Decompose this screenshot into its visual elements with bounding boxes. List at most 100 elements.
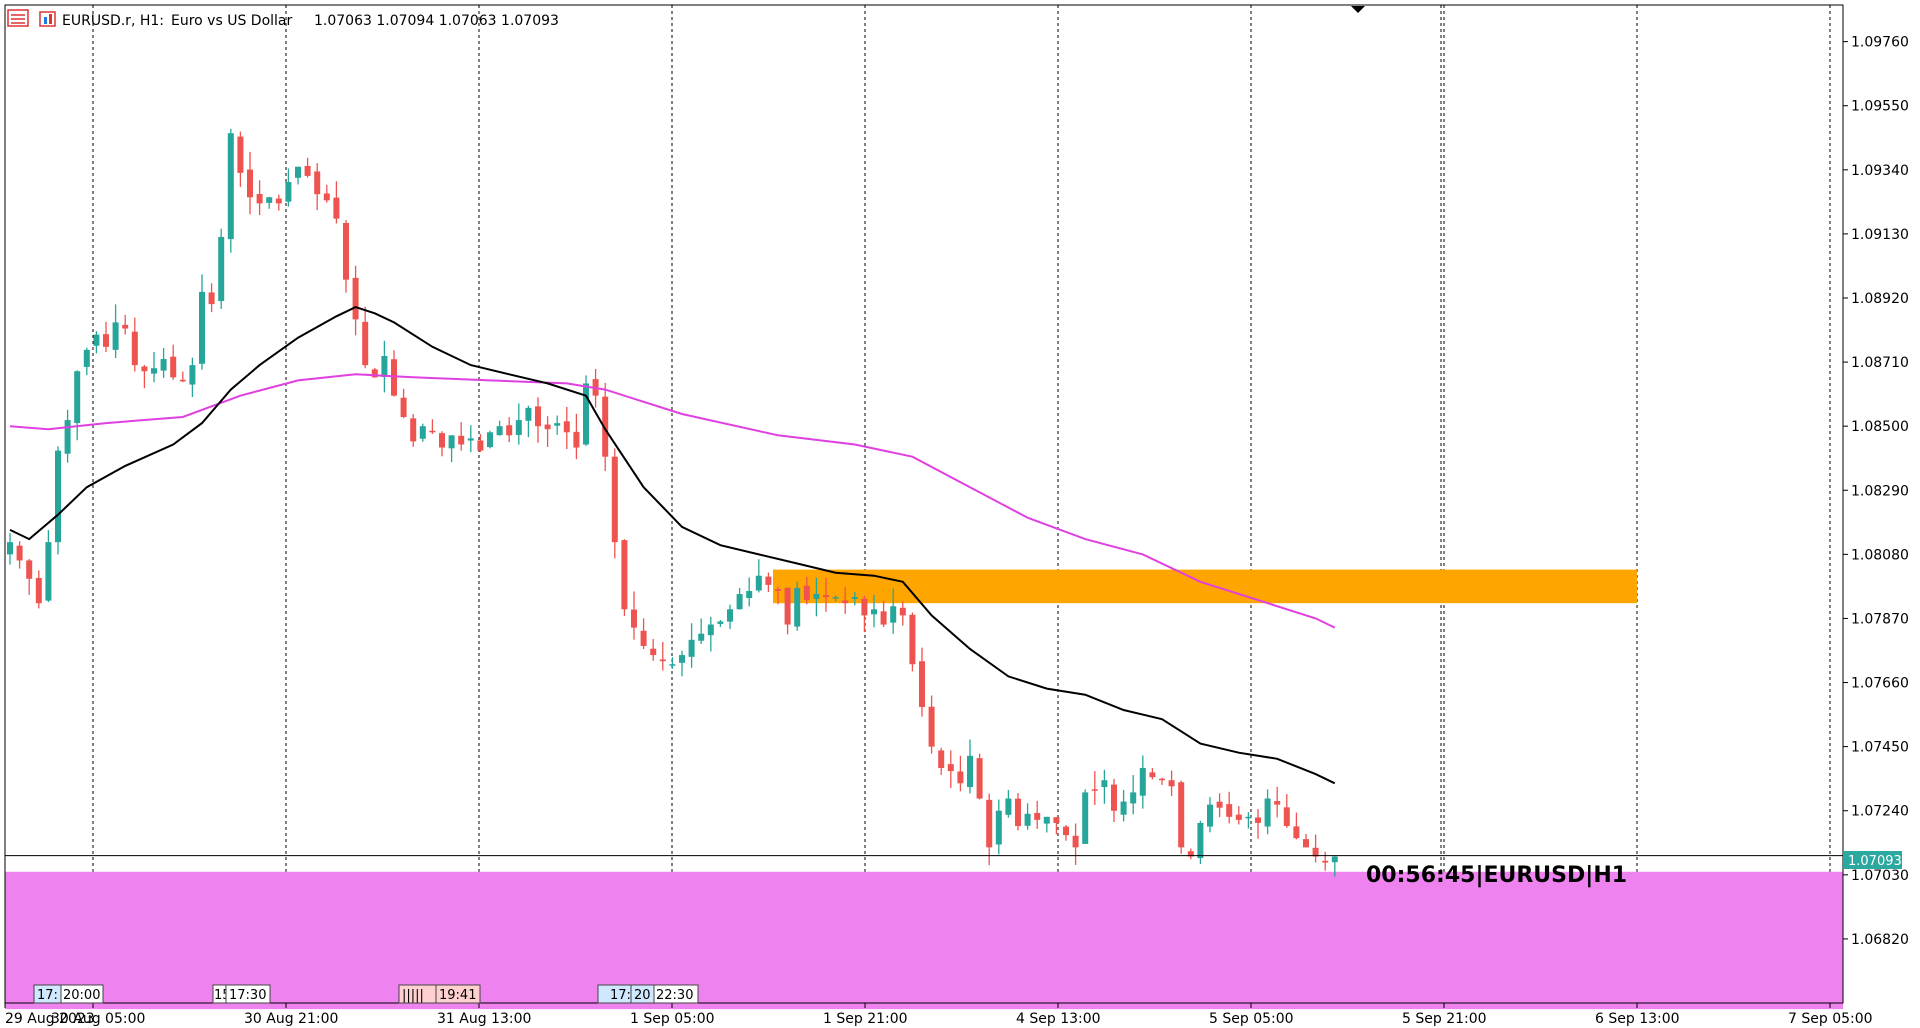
- candle[interactable]: [381, 340, 388, 393]
- candle[interactable]: [295, 166, 301, 185]
- candle[interactable]: [112, 304, 119, 359]
- candle[interactable]: [573, 413, 580, 460]
- candle[interactable]: [813, 577, 820, 617]
- candle[interactable]: [938, 747, 945, 775]
- candle[interactable]: [832, 595, 839, 602]
- candle[interactable]: [851, 592, 858, 606]
- candle[interactable]: [1178, 780, 1185, 854]
- candle[interactable]: [928, 695, 935, 754]
- candle[interactable]: [93, 331, 100, 354]
- candle[interactable]: [1072, 823, 1079, 865]
- candle[interactable]: [1159, 777, 1165, 785]
- candle[interactable]: [333, 181, 340, 224]
- event-badge[interactable]: 20:00: [60, 984, 104, 1004]
- candle[interactable]: [1034, 800, 1041, 829]
- candle[interactable]: [285, 168, 292, 207]
- candle[interactable]: [7, 533, 13, 565]
- candle[interactable]: [247, 151, 253, 215]
- candle[interactable]: [1091, 771, 1098, 805]
- candle[interactable]: [64, 409, 71, 463]
- candle[interactable]: [669, 657, 676, 669]
- candle[interactable]: [1168, 770, 1175, 796]
- candle[interactable]: [1207, 797, 1213, 833]
- candle[interactable]: [890, 588, 897, 634]
- candle[interactable]: [1053, 817, 1060, 835]
- candle[interactable]: [323, 184, 330, 203]
- event-badge[interactable]: 17:: [597, 984, 633, 1004]
- candle[interactable]: [535, 397, 541, 443]
- candle[interactable]: [621, 539, 628, 617]
- candle[interactable]: [199, 274, 205, 370]
- candle[interactable]: [659, 641, 666, 671]
- candle[interactable]: [419, 423, 426, 442]
- candle[interactable]: [227, 128, 234, 253]
- candle[interactable]: [698, 618, 705, 645]
- candle[interactable]: [1216, 793, 1223, 818]
- candle[interactable]: [45, 530, 52, 603]
- candle[interactable]: [189, 357, 196, 398]
- candle[interactable]: [1322, 851, 1329, 871]
- candle[interactable]: [275, 194, 282, 211]
- candle[interactable]: [400, 388, 407, 419]
- candle[interactable]: [775, 586, 781, 605]
- candle[interactable]: [986, 793, 993, 866]
- candle[interactable]: [1303, 833, 1309, 848]
- candle[interactable]: [1264, 789, 1271, 835]
- candle[interactable]: [842, 587, 849, 614]
- candle[interactable]: [947, 750, 954, 788]
- candle[interactable]: [717, 619, 724, 627]
- candle[interactable]: [1005, 790, 1012, 818]
- candle[interactable]: [765, 572, 772, 593]
- candle[interactable]: [151, 351, 157, 383]
- candle[interactable]: [967, 739, 973, 794]
- candle[interactable]: [391, 350, 397, 397]
- candle[interactable]: [544, 416, 551, 447]
- event-badge[interactable]: 19:41: [435, 984, 481, 1004]
- candle[interactable]: [1197, 820, 1204, 865]
- candle[interactable]: [1130, 775, 1137, 815]
- menu-icon[interactable]: [7, 9, 29, 27]
- event-badge[interactable]: 20: [630, 984, 656, 1004]
- candle[interactable]: [640, 618, 647, 650]
- candle[interactable]: [179, 371, 186, 383]
- candle[interactable]: [707, 616, 714, 652]
- candle[interactable]: [343, 220, 349, 293]
- candle[interactable]: [515, 403, 522, 445]
- candle[interactable]: [861, 595, 868, 633]
- candle[interactable]: [736, 587, 743, 610]
- candle[interactable]: [1111, 778, 1117, 822]
- candle[interactable]: [679, 650, 685, 677]
- candle[interactable]: [1139, 755, 1146, 809]
- candle[interactable]: [803, 576, 810, 605]
- candle[interactable]: [458, 422, 465, 451]
- candle[interactable]: [755, 559, 762, 593]
- candle[interactable]: [1293, 812, 1300, 840]
- candle[interactable]: [871, 594, 877, 628]
- candle[interactable]: [919, 647, 925, 717]
- candle[interactable]: [1043, 816, 1050, 833]
- candle[interactable]: [957, 755, 964, 792]
- event-badge[interactable]: |||||: [398, 984, 438, 1004]
- candle[interactable]: [439, 431, 445, 457]
- candle[interactable]: [650, 639, 657, 661]
- chart-shift-marker-icon[interactable]: [1351, 6, 1365, 13]
- candle[interactable]: [1082, 789, 1089, 844]
- candle[interactable]: [410, 414, 417, 447]
- candle[interactable]: [448, 435, 455, 463]
- candle[interactable]: [304, 157, 311, 178]
- candle[interactable]: [141, 365, 148, 389]
- candle[interactable]: [16, 541, 23, 569]
- candle[interactable]: [160, 347, 167, 378]
- event-badge[interactable]: 22:30: [653, 984, 699, 1004]
- candle[interactable]: [1255, 809, 1261, 839]
- candle[interactable]: [352, 265, 359, 336]
- candle[interactable]: [784, 587, 791, 635]
- candle[interactable]: [477, 433, 484, 453]
- candle[interactable]: [611, 448, 618, 559]
- candle[interactable]: [1063, 824, 1069, 841]
- event-badge[interactable]: 17:30: [225, 984, 271, 1004]
- candle[interactable]: [487, 430, 493, 449]
- candle[interactable]: [256, 180, 263, 216]
- candle[interactable]: [55, 446, 61, 555]
